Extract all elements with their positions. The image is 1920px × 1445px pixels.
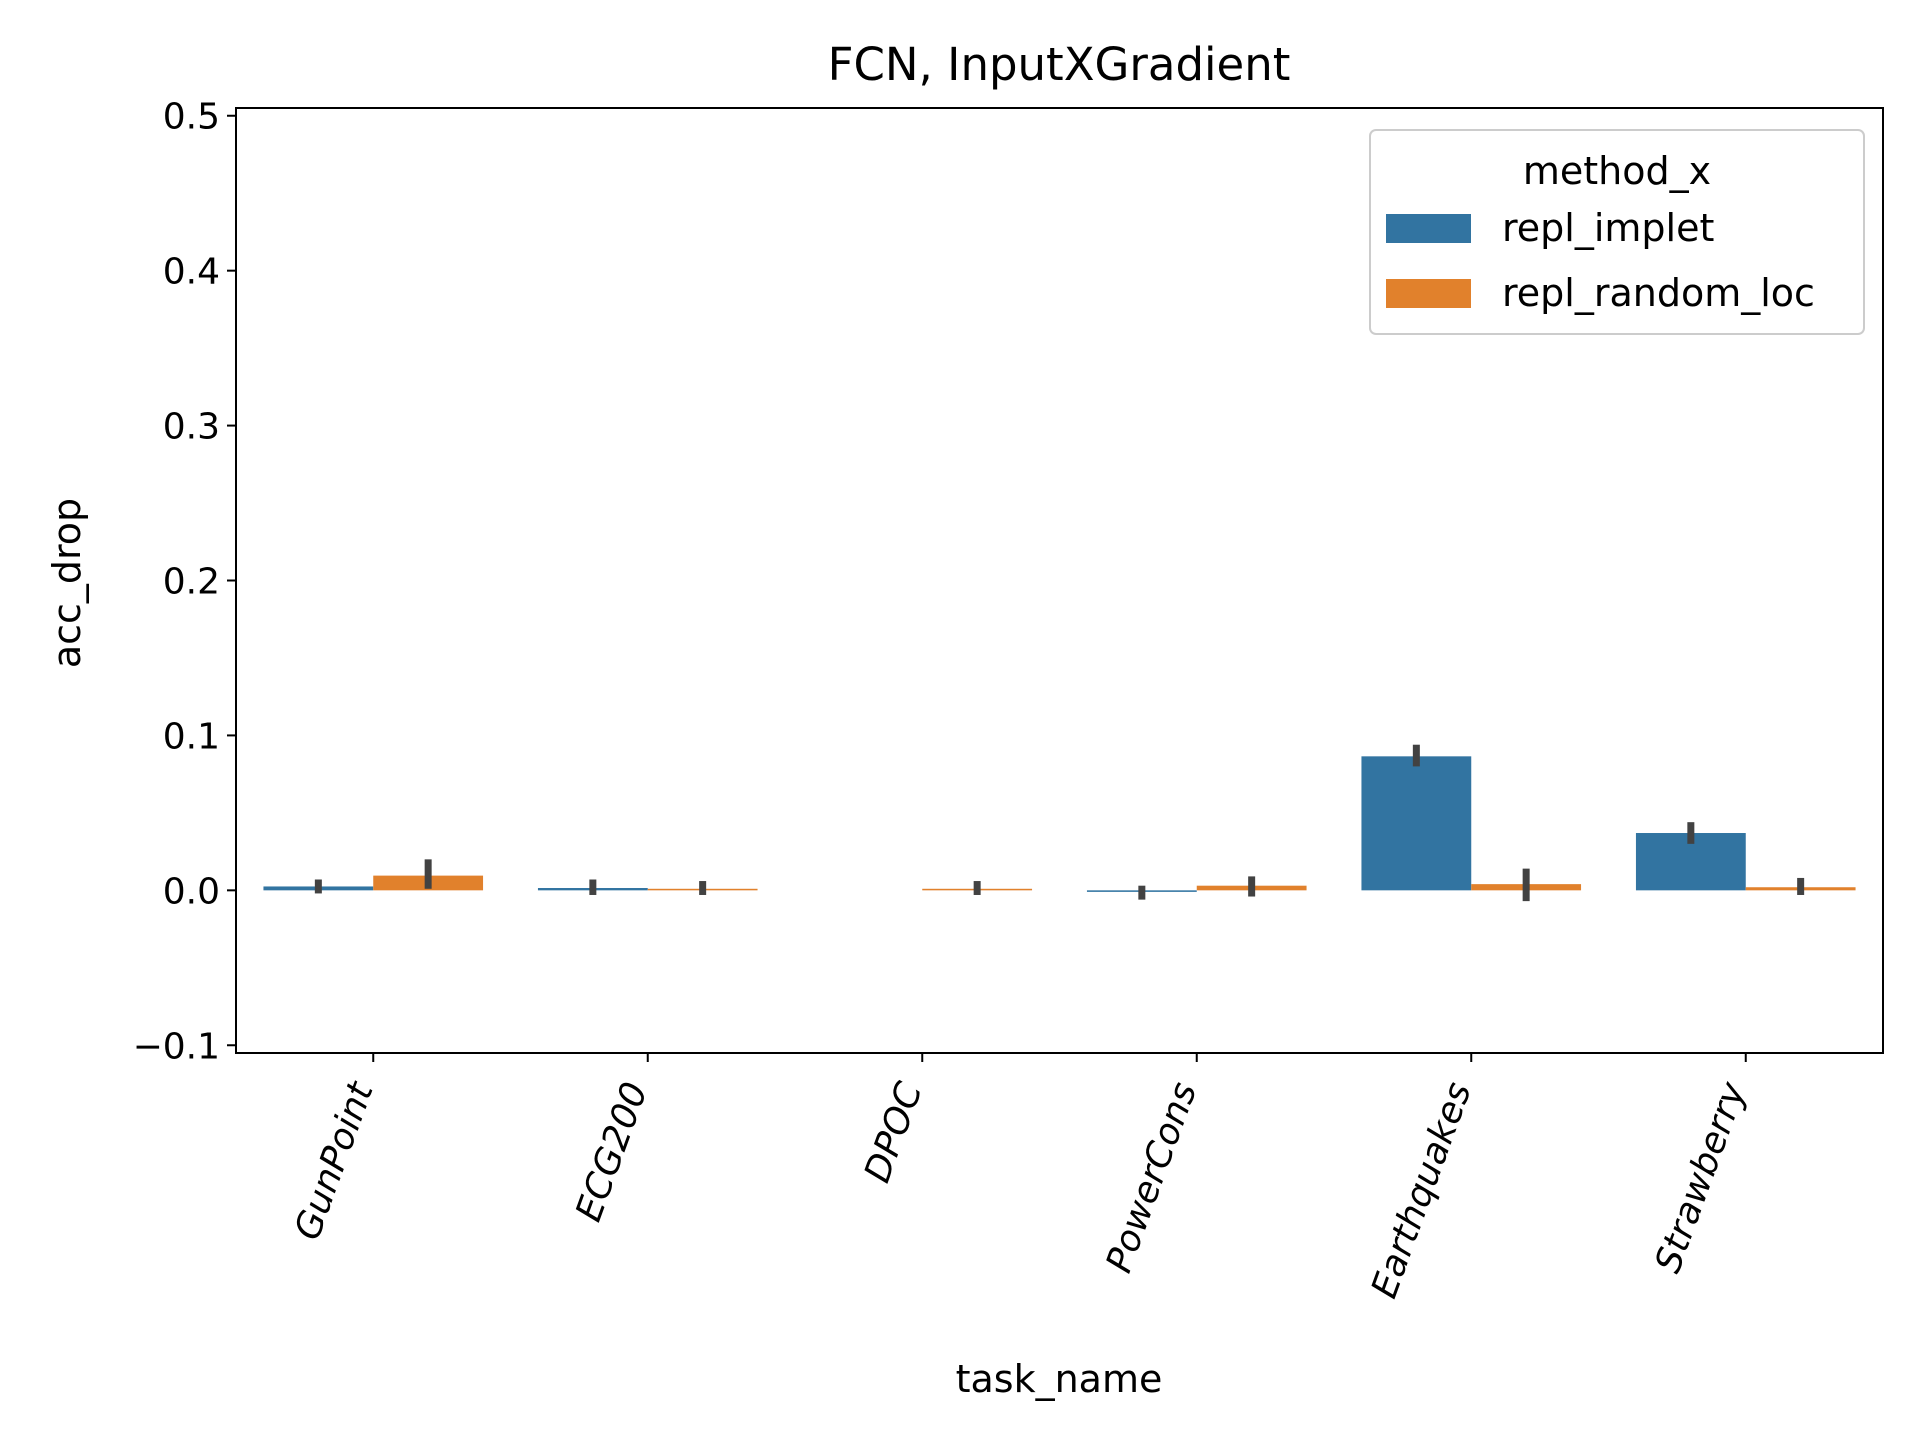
x-tick-label: DPOC <box>857 1076 931 1188</box>
legend-swatch <box>1386 214 1471 243</box>
x-tick-label: GunPoint <box>287 1075 382 1245</box>
x-tick-label: Strawberry <box>1648 1076 1755 1278</box>
legend-label: repl_implet <box>1502 206 1714 250</box>
y-tick-label: 0.1 <box>163 716 220 757</box>
plot-frame <box>235 107 1884 1054</box>
x-axis-label: task_name <box>956 1357 1163 1401</box>
x-tick-label: ECG200 <box>568 1077 656 1227</box>
y-tick-label: 0.5 <box>163 97 220 138</box>
y-tick-label: 0.4 <box>163 252 220 293</box>
x-tick-label: PowerCons <box>1099 1077 1206 1278</box>
y-tick-label: −0.1 <box>133 1026 220 1067</box>
bar <box>1361 756 1472 891</box>
legend-label: repl_random_loc <box>1502 271 1815 315</box>
y-tick-label: 0.3 <box>163 407 220 448</box>
y-axis-label: acc_drop <box>45 498 89 668</box>
x-tick-label: Earthquakes <box>1364 1077 1480 1303</box>
chart-title: FCN, InputXGradient <box>828 38 1291 91</box>
legend: method_x repl_implet repl_random_loc <box>1369 129 1865 335</box>
y-tick-label: 0.2 <box>163 562 220 603</box>
legend-box <box>1369 129 1865 335</box>
legend-title: method_x <box>1523 149 1711 193</box>
y-tick-label: 0.0 <box>163 871 220 912</box>
legend-swatch <box>1386 279 1471 308</box>
